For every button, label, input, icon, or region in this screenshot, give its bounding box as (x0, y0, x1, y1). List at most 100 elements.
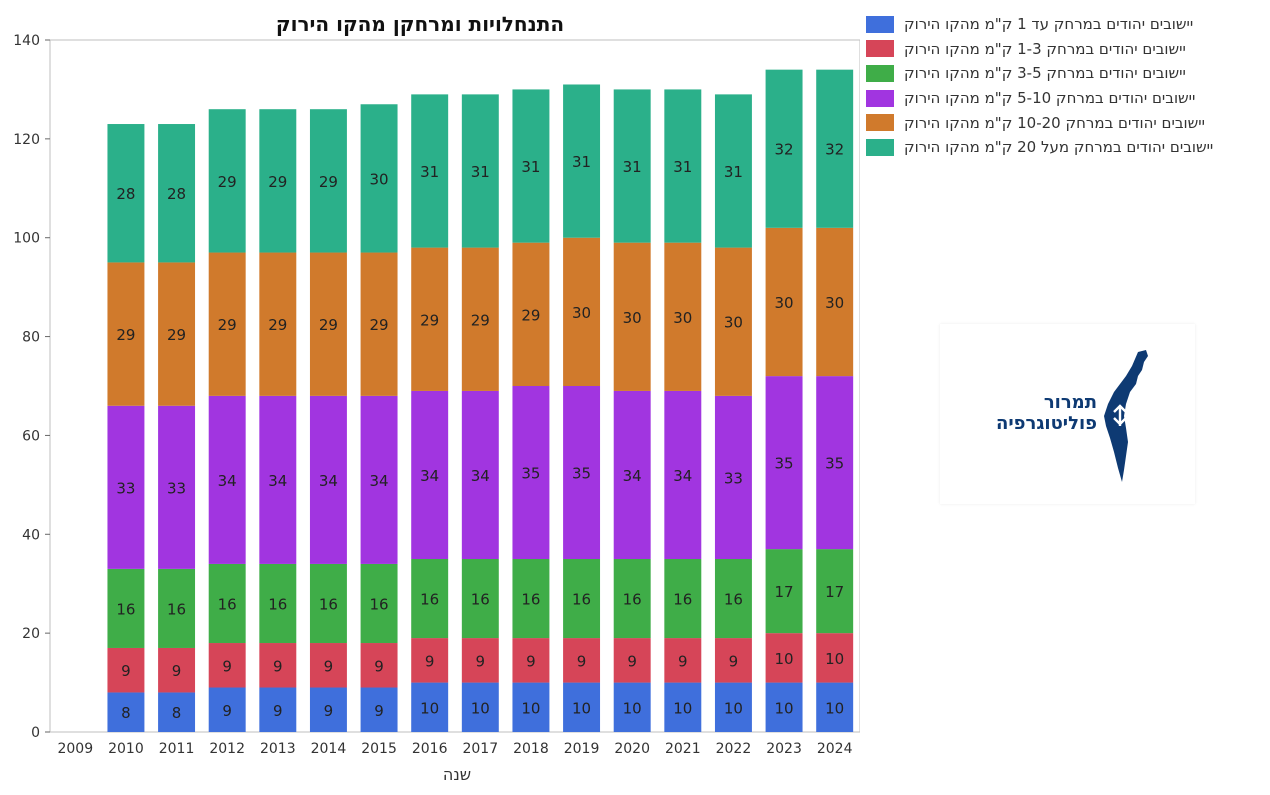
bar-segment (816, 682, 854, 732)
bar-segment (461, 390, 499, 559)
bar-segment (309, 109, 347, 253)
bar-segment (664, 242, 702, 391)
bar-segment (259, 395, 297, 564)
bar-segment (360, 252, 398, 396)
bar-segment (411, 559, 449, 639)
x-axis: 2009 2010 2011 2012 2013 2014 2015 2016 2017 2018… (57, 741, 852, 757)
bar-value-label: 29 (420, 311, 439, 329)
bar-value-label: 34 (623, 467, 642, 485)
x-tick-label: 2020 (614, 741, 650, 757)
bar-value-label: 31 (673, 158, 692, 176)
bar-segment (107, 405, 145, 569)
x-tick-label: 2024 (817, 741, 853, 757)
bar-segment (158, 405, 196, 569)
legend-label: יישובים יהודים במרחק עד 1 ק"מ מהקו הירוק (904, 15, 1194, 34)
bar-value-label: 35 (775, 455, 794, 473)
bar-segment (309, 643, 347, 688)
bar-segment (816, 633, 854, 683)
bar-value-label: 9 (729, 652, 739, 670)
logo-line-2: פוליטוגרפיה (996, 413, 1097, 434)
bar-segment (816, 227, 854, 377)
bar-value-label: 9 (476, 652, 486, 670)
legend-swatch (866, 40, 894, 58)
bar-segment (714, 395, 752, 559)
bar-segment (461, 682, 499, 732)
y-tick-label: 20 (22, 626, 40, 642)
bar-segment (259, 109, 297, 253)
bar-segment (158, 124, 196, 263)
x-tick-label: 2022 (716, 741, 752, 757)
bar-value-label: 34 (319, 472, 338, 490)
legend-item: יישובים יהודים במרחק 5-10 ק"מ מהקו הירוק (866, 86, 1266, 111)
bar-value-label: 30 (572, 304, 591, 322)
bar-value-label: 9 (222, 657, 232, 675)
bar-segment (360, 643, 398, 688)
bar-segment (360, 563, 398, 644)
bar-segment (613, 390, 651, 559)
bar-value-label: 8 (172, 704, 182, 722)
chart-title: התנחלויות ומרחקן מהקו הירוק (276, 12, 564, 36)
bar-segment (765, 376, 803, 550)
bar-segment (563, 682, 601, 732)
x-axis-label: שנה (443, 765, 471, 784)
bar-value-label: 31 (623, 158, 642, 176)
bar-segment (765, 227, 803, 377)
bar-segment (461, 559, 499, 639)
logo-text: תמרור פוליטוגרפיה (996, 392, 1097, 434)
bar-segment (208, 643, 246, 688)
legend-swatch (866, 114, 894, 132)
bar-segment (158, 647, 196, 693)
bar-value-label: 31 (521, 158, 540, 176)
bar-segment (613, 638, 651, 683)
x-tick-label: 2021 (665, 741, 701, 757)
bar-value-label: 10 (521, 699, 540, 717)
bar-value-label: 34 (471, 467, 490, 485)
bar-segment (613, 89, 651, 243)
bar-segment (259, 643, 297, 688)
bar-segment (208, 252, 246, 396)
bar-value-label: 30 (370, 170, 389, 188)
bar-value-label: 9 (374, 702, 384, 720)
bar-segment (411, 682, 449, 732)
bar-segment (208, 687, 246, 732)
bar-value-label: 16 (116, 600, 135, 618)
bar-segment (613, 559, 651, 639)
bar-value-label: 30 (775, 294, 794, 312)
x-tick-label: 2018 (513, 741, 549, 757)
bar-value-label: 10 (775, 650, 794, 668)
bar-value-label: 29 (319, 173, 338, 191)
bar-value-label: 30 (673, 309, 692, 327)
bar-value-label: 9 (121, 662, 131, 680)
israel-map-icon (1104, 350, 1148, 482)
bar-value-label: 16 (218, 595, 237, 613)
chart: התנחלויות ומרחקן מהקו הירוק 020406080100… (13, 12, 860, 784)
bar-value-label: 28 (167, 185, 186, 203)
x-tick-label: 2017 (462, 741, 498, 757)
bar-segment (512, 559, 550, 639)
bar-value-label: 10 (775, 699, 794, 717)
bar-segment (259, 563, 297, 644)
bar-value-label: 31 (724, 163, 743, 181)
bar-segment (816, 549, 854, 634)
bar-segment (512, 638, 550, 683)
legend-swatch (866, 138, 894, 156)
bar-value-label: 35 (572, 465, 591, 483)
bar-value-label: 30 (724, 314, 743, 332)
logo: תמרור פוליטוגרפיה (940, 324, 1195, 504)
bar-segment (107, 568, 145, 648)
bar-segment (714, 94, 752, 248)
legend-item: יישובים יהודים במרחק עד 1 ק"מ מהקו הירוק (866, 12, 1266, 37)
bar-value-label: 29 (268, 173, 287, 191)
bar-segment (512, 386, 550, 559)
bar-value-label: 34 (420, 467, 439, 485)
bar-segment (512, 89, 550, 243)
y-tick-label: 40 (22, 527, 40, 543)
bar-segment (107, 647, 145, 693)
bar-value-label: 9 (577, 652, 587, 670)
bar-segment (765, 549, 803, 634)
bar-segment (714, 682, 752, 732)
x-tick-label: 2009 (57, 741, 93, 757)
bar-segment (512, 242, 550, 386)
bar-segment (158, 262, 196, 406)
bar-segment (664, 559, 702, 639)
